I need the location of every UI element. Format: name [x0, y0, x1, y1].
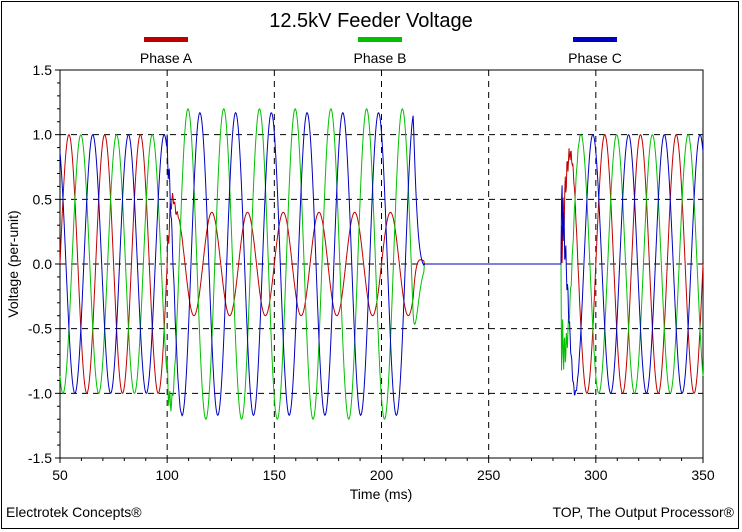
chart-title: 12.5kV Feeder Voltage: [269, 10, 472, 32]
footer-right: TOP, The Output Processor®: [552, 504, 734, 520]
y-tick-label: 1.0: [33, 127, 53, 143]
series-line-phase-a: [59, 133, 704, 395]
x-tick-label: 150: [263, 467, 287, 483]
x-tick-label: 300: [584, 467, 608, 483]
x-tick-label: 100: [155, 467, 179, 483]
legend-swatch: [358, 37, 402, 42]
y-axis-label: Voltage (per-unit): [5, 210, 21, 317]
y-axis-ticks: 1.5 1.0 0.5 0.0 -0.5 -1.0 -1.5: [28, 62, 60, 466]
y-tick-label: 1.5: [33, 62, 53, 78]
legend-swatch: [573, 37, 617, 42]
x-tick-label: 200: [370, 467, 394, 483]
x-tick-label: 350: [691, 467, 715, 483]
y-tick-label: 0.5: [33, 191, 53, 207]
footer-left: Electrotek Concepts®: [6, 504, 142, 520]
x-axis-label: Time (ms): [350, 486, 412, 502]
series-line-phase-c: [59, 111, 704, 417]
y-tick-label: -0.5: [28, 321, 52, 337]
legend-swatch: [144, 37, 188, 42]
legend-label: Phase C: [568, 50, 622, 66]
series-group: [59, 108, 704, 420]
x-tick-label: 250: [477, 467, 501, 483]
y-tick-label: -1.5: [28, 450, 52, 466]
y-tick-label: 0.0: [33, 256, 53, 272]
x-axis-ticks: 50 100 150 200 250 300 350: [52, 458, 715, 483]
legend: Phase A Phase B Phase C: [140, 37, 622, 66]
legend-label: Phase A: [140, 50, 193, 66]
y-tick-label: -1.0: [28, 385, 52, 401]
legend-label: Phase B: [354, 50, 407, 66]
series-line-phase-b: [59, 108, 704, 420]
x-tick-label: 50: [52, 467, 68, 483]
